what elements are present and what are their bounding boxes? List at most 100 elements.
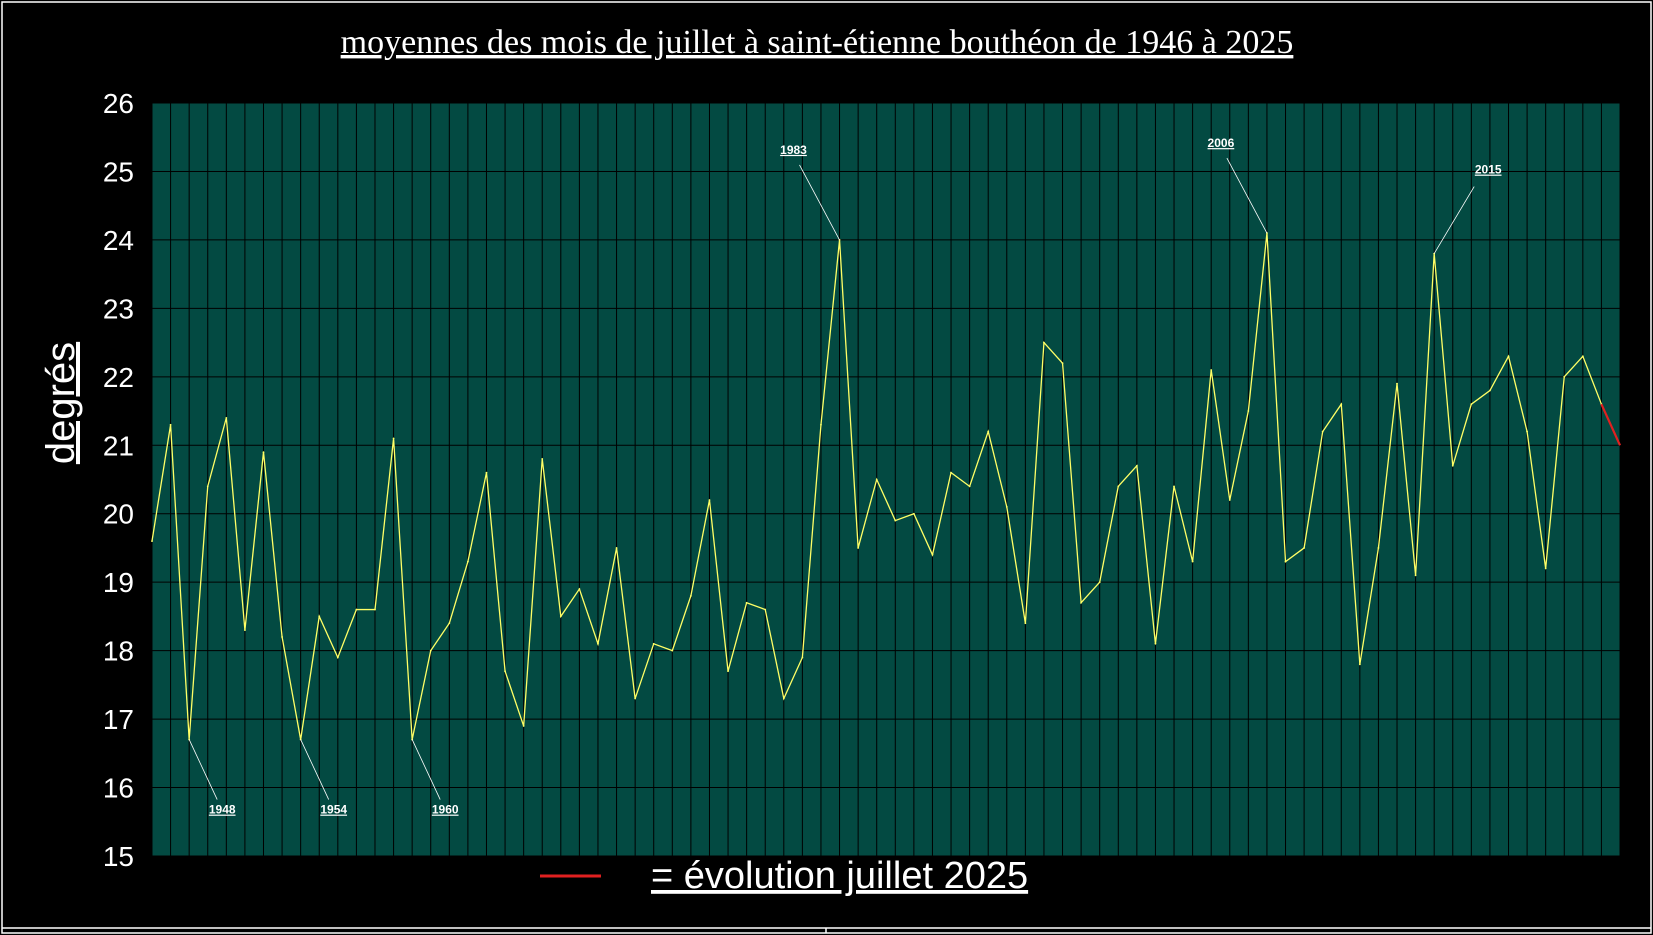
plot-area [152,103,1620,856]
data-point [336,656,339,659]
data-point [1507,355,1510,358]
grid [151,102,1621,857]
y-tick-label: 25 [103,157,134,188]
y-tick-label: 22 [103,362,134,393]
y-tick-label: 23 [103,293,134,324]
data-point [429,649,432,652]
data-point [522,725,525,727]
data-point [1489,389,1491,392]
annotation-label: 1954 [320,803,347,817]
data-point [857,547,860,549]
data-point [1451,464,1454,467]
annotation-label: 2015 [1475,163,1502,177]
data-point [559,615,562,618]
data-point [689,594,692,597]
data-point [1135,464,1138,467]
annotation-label: 1960 [432,803,459,817]
annotation-leader [1226,157,1268,234]
y-axis-ticks: 15 16 17 18 19 20 21 22 23 24 25 26 [103,88,134,872]
legend-label-evolution: = évolution juillet 2025 [651,855,1028,897]
data-point [1377,547,1380,549]
annotation-leader [300,739,330,800]
data-point [1005,505,1008,508]
y-tick-label: 17 [103,704,134,735]
data-point [392,437,395,440]
data-point [950,471,952,474]
data-point [1228,499,1231,501]
data-point [1544,567,1547,570]
annotation-label: 1983 [780,143,807,157]
data-point [764,608,767,611]
grid-lines [151,102,1621,857]
y-tick-label: 19 [103,567,134,598]
y-tick-label: 21 [103,430,134,461]
y-tick-label: 18 [103,636,134,667]
data-point [1321,430,1324,433]
data-point [597,642,599,645]
data-point [1303,547,1305,549]
data-point [1396,382,1398,385]
data-point [1581,355,1584,358]
data-point [987,430,990,433]
data-point [801,656,804,659]
data-point [485,471,488,474]
annotations: 1948 1954 1960 1983 2006 2015 [188,136,1502,817]
y-axis-label: degrés [39,342,83,464]
data-point [151,540,153,543]
data-point [1247,410,1250,412]
data-point [782,697,785,700]
annotation-leader [1433,186,1475,254]
data-point [504,670,506,673]
annotation-leader [411,739,441,800]
data-point [1563,375,1566,378]
data-point [727,670,729,673]
y-tick-label: 20 [103,499,134,530]
annotation-label: 1948 [209,803,236,817]
data-point [894,519,897,522]
data-point [1470,403,1473,406]
data-point [1358,663,1361,666]
data-point [541,458,544,460]
y-tick-label: 24 [103,225,134,256]
y-tick-label: 15 [103,841,134,872]
data-point [1173,485,1175,488]
data-point [875,478,878,481]
data-point [206,485,209,488]
data-point [652,642,655,645]
data-point [671,649,674,652]
data-point [1098,581,1101,584]
chart-title: moyennes des mois de juillet à saint-éti… [341,24,1294,61]
data-point [968,485,971,488]
data-point [1210,369,1213,371]
data-point [931,553,934,556]
data-point [448,622,451,625]
data-point [467,560,469,563]
data-point [318,615,321,618]
data-point [1526,430,1528,433]
data-point [820,423,822,426]
annotation-leader [799,164,840,241]
annotation-label: 2006 [1208,136,1235,150]
data-point [1043,341,1045,344]
series [151,232,1622,741]
data-point [745,601,748,604]
data-point [281,636,283,638]
data-point [1024,622,1027,625]
data-point [374,608,376,611]
data-point [355,608,358,611]
data-point [912,512,915,515]
data-point [708,499,711,501]
data-point [1284,560,1287,563]
legend: = évolution juillet 2025 [540,855,1028,897]
data-point [169,423,172,426]
data-point [225,416,228,419]
data-point [1061,362,1064,365]
data-point [1414,574,1417,577]
annotation-leader [188,739,218,800]
data-point [1340,403,1343,406]
data-point [615,547,618,549]
data-point [634,697,637,700]
data-point [262,451,265,454]
series-line-evolution-2025 [1600,403,1622,446]
